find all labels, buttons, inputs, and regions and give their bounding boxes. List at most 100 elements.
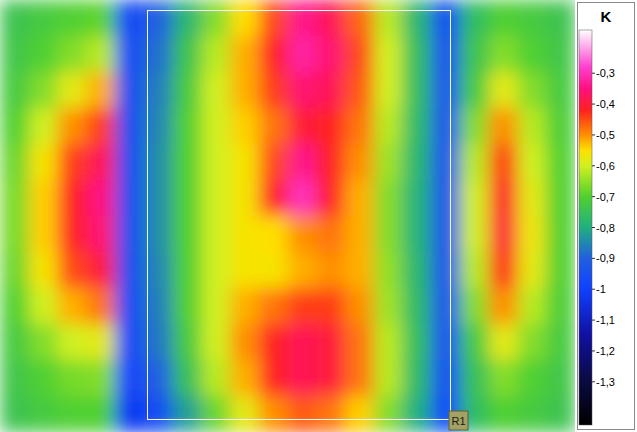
heat-cell (29, 396, 58, 432)
heat-cell (173, 72, 202, 109)
heat-cell (230, 324, 259, 361)
heat-cell (288, 180, 317, 217)
heat-cell (144, 72, 173, 109)
heat-cell (115, 216, 144, 253)
heat-cell (230, 360, 259, 397)
colorbar-tick-label: -1,2 (596, 345, 615, 357)
heat-cell (86, 252, 115, 289)
heat-cell (345, 360, 374, 397)
heat-cell (316, 288, 345, 325)
heat-cell (259, 288, 288, 325)
heat-cell (230, 0, 259, 37)
heat-cell (460, 324, 489, 361)
heat-cell (29, 72, 58, 109)
heat-cell (316, 324, 345, 361)
heat-cell (29, 36, 58, 73)
heat-cell (29, 252, 58, 289)
heat-cell (58, 0, 87, 37)
heat-cell (403, 252, 432, 289)
heat-cell (288, 396, 317, 432)
heat-cell (144, 108, 173, 145)
heat-cell (230, 180, 259, 217)
heat-cell (0, 360, 29, 397)
heat-cell (374, 216, 403, 253)
heat-cell (288, 252, 317, 289)
heat-cell (0, 216, 29, 253)
heat-cell (546, 72, 575, 109)
heat-cell (546, 396, 575, 432)
heat-cell (431, 252, 460, 289)
heat-cell (201, 216, 230, 253)
heat-cell (460, 252, 489, 289)
heat-cell (489, 0, 518, 37)
heat-cell (403, 36, 432, 73)
heat-cell (403, 180, 432, 217)
heat-cell (288, 324, 317, 361)
heat-cell (316, 72, 345, 109)
colorbar-tick (592, 320, 595, 321)
heat-cell (316, 108, 345, 145)
heat-cell (173, 396, 202, 432)
heat-cell (489, 108, 518, 145)
heat-cell (431, 108, 460, 145)
heat-cell (518, 324, 547, 361)
heat-cell (316, 396, 345, 432)
colorbar-tick (592, 165, 595, 166)
heat-cell (518, 216, 547, 253)
heat-cell (316, 144, 345, 181)
heat-cell (259, 180, 288, 217)
heat-cell (259, 72, 288, 109)
heat-cell (345, 108, 374, 145)
image-area (0, 0, 575, 432)
heat-cell (0, 396, 29, 432)
heat-cell (144, 396, 173, 432)
heat-cell (115, 288, 144, 325)
heat-cell (431, 144, 460, 181)
colorbar-tick-label: -0,7 (596, 191, 615, 203)
heat-cell (374, 180, 403, 217)
heat-cell (460, 72, 489, 109)
heat-cell (374, 72, 403, 109)
heat-cell (173, 288, 202, 325)
heat-cell (460, 216, 489, 253)
colorbar-tick-label: -0,9 (596, 252, 615, 264)
heat-cell (201, 360, 230, 397)
heat-cell (345, 180, 374, 217)
heat-cell (0, 144, 29, 181)
heat-cell (115, 144, 144, 181)
heat-cell (86, 288, 115, 325)
heat-cell (0, 324, 29, 361)
colorbar-label: K (601, 8, 612, 25)
heat-cell (460, 180, 489, 217)
heat-cell (259, 324, 288, 361)
heat-cell (29, 180, 58, 217)
heat-cell (86, 108, 115, 145)
heat-cell (489, 216, 518, 253)
heat-cell (374, 0, 403, 37)
heat-cell (403, 396, 432, 432)
heat-cell (230, 252, 259, 289)
heat-cell (144, 324, 173, 361)
heat-cell (201, 180, 230, 217)
heat-cell (546, 108, 575, 145)
heat-cell (201, 36, 230, 73)
heat-cell (288, 108, 317, 145)
heat-cell (431, 360, 460, 397)
heat-cell (86, 180, 115, 217)
heat-cell (489, 360, 518, 397)
heat-cell (460, 36, 489, 73)
heat-cell (431, 36, 460, 73)
heat-cell (29, 216, 58, 253)
heat-cell (546, 360, 575, 397)
heat-cell (230, 288, 259, 325)
heat-cell (86, 216, 115, 253)
colorbar-tick (592, 134, 595, 135)
heat-cell (316, 36, 345, 73)
colorbar-tick-label: -0,5 (596, 129, 615, 141)
heat-cell (374, 396, 403, 432)
heat-cell (345, 216, 374, 253)
heat-cell (259, 360, 288, 397)
heat-cell (316, 216, 345, 253)
heat-cell (58, 180, 87, 217)
heat-cell (489, 396, 518, 432)
